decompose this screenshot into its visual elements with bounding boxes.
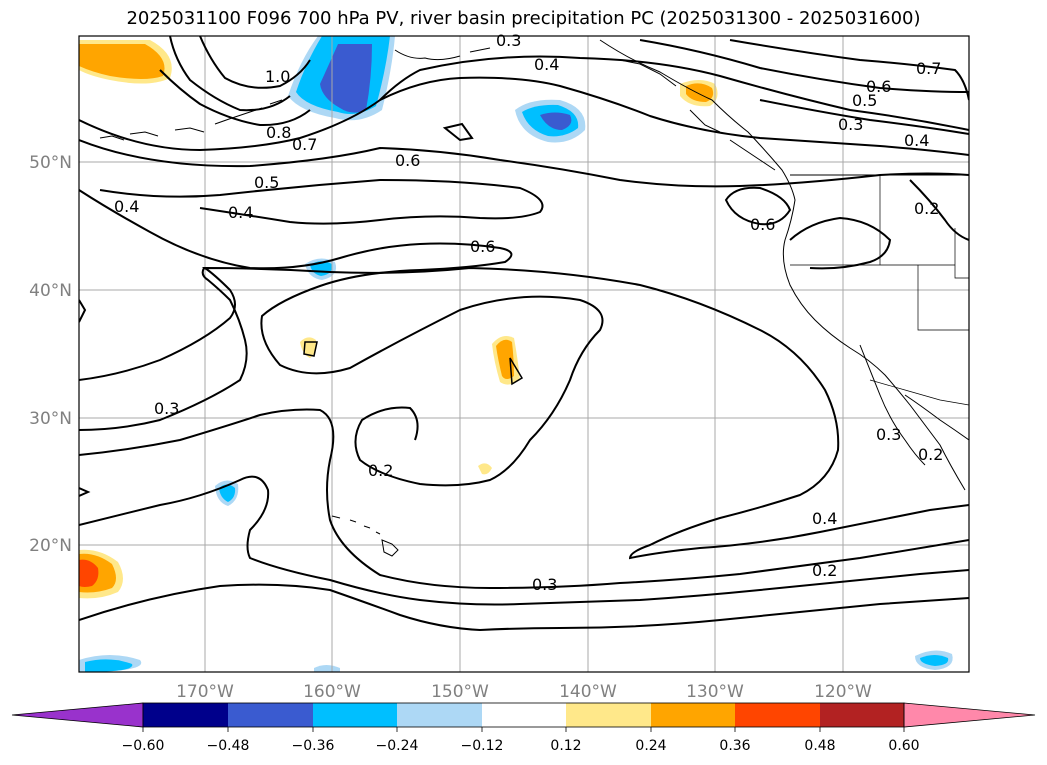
contour-2 (79, 139, 969, 188)
contour-3 (99, 178, 544, 225)
lat-label-20n: 20°N (29, 536, 72, 556)
contour-9 (79, 583, 969, 632)
lon-labels: 170°W 160°W 150°W 140°W 130°W 120°W (176, 682, 872, 702)
colorbar-tick-label: −0.24 (376, 738, 419, 754)
coast-north-america (599, 39, 966, 491)
lon-label-120w: 120°W (814, 682, 872, 702)
colorbar-tick-label: −0.12 (461, 738, 504, 754)
contour-label: 0.6 (750, 215, 775, 234)
contour-label-group: 0.3 0.4 1.0 0.8 0.7 0.6 0.5 0.4 0.4 0.6 … (114, 31, 943, 594)
contour-label: 0.4 (228, 203, 253, 222)
lon-label-160w: 160°W (303, 682, 361, 702)
colorbar-segment (397, 703, 482, 727)
contour-4 (79, 189, 604, 487)
contour-1 (79, 55, 969, 152)
contour-label: 0.7 (916, 59, 941, 78)
lat-label-40n: 40°N (29, 281, 72, 301)
contour-label: 0.4 (812, 509, 837, 528)
contour-label: 0.3 (532, 575, 557, 594)
colorbar-tick-label: 0.12 (550, 738, 581, 754)
lon-label-140w: 140°W (559, 682, 617, 702)
colorbar: −0.60 −0.48 −0.36 −0.24 −0.12 0.12 0.24 … (11, 702, 1036, 754)
contour-label: 0.3 (838, 115, 863, 134)
precip-shading (79, 36, 953, 672)
contour-label: 0.2 (812, 561, 837, 580)
contour-label: 0.3 (876, 425, 901, 444)
colorbar-tick-label: 0.36 (719, 738, 750, 754)
colorbar-tick-label: −0.48 (207, 738, 250, 754)
contour-label: 1.0 (265, 67, 290, 86)
map-title: 2025031100 F096 700 hPa PV, river basin … (126, 8, 921, 29)
lat-label-30n: 30°N (29, 409, 72, 429)
contour-label: 0.2 (368, 461, 393, 480)
colorbar-tick-label: 0.60 (888, 738, 919, 754)
lon-label-170w: 170°W (176, 682, 234, 702)
lon-label-130w: 130°W (686, 682, 744, 702)
colorbar-tick-label: −0.36 (292, 738, 335, 754)
contour-label: 0.7 (292, 135, 317, 154)
island-hawaii (381, 539, 399, 557)
colorbar-segment (482, 703, 566, 727)
border-states (790, 175, 969, 331)
colorbar-segment (566, 703, 651, 727)
colorbar-tick-label: 0.48 (804, 738, 835, 754)
contour-label: 0.3 (496, 31, 521, 50)
contour-closed-2 (724, 186, 792, 226)
contour-label: 0.2 (914, 199, 939, 218)
lon-label-150w: 150°W (431, 682, 489, 702)
contour-label: 0.3 (154, 399, 179, 418)
colorbar-segment (313, 703, 397, 727)
colorbar-extend-low (11, 702, 144, 728)
contour-label: 0.6 (470, 237, 495, 256)
contour-label: 0.2 (918, 445, 943, 464)
contour-label: 0.4 (114, 197, 139, 216)
colorbar-extend-high (903, 702, 1036, 728)
lat-labels: 50°N 40°N 30°N 20°N (29, 153, 72, 556)
contour-label: 0.8 (266, 123, 291, 142)
contour-6 (79, 267, 248, 431)
map-frame (78, 35, 970, 673)
contour-label: 0.5 (254, 173, 279, 192)
colorbar-tick-label: 0.24 (635, 738, 666, 754)
colorbar-segment (228, 703, 313, 727)
colorbar-segment (143, 703, 228, 727)
contour-label: 0.4 (904, 131, 929, 150)
contour-label: 0.5 (852, 91, 877, 110)
contour-closed-1 (442, 122, 474, 142)
colorbar-tick-label: −0.60 (122, 738, 165, 754)
graticule (79, 36, 969, 672)
contour-label: 0.6 (395, 151, 420, 170)
contour-label: 0.4 (534, 55, 559, 74)
contour-label: 0.6 (866, 77, 891, 96)
coastlines (99, 39, 969, 557)
colorbar-segment (735, 703, 820, 727)
colorbar-segment (651, 703, 735, 727)
lat-label-50n: 50°N (29, 153, 72, 173)
border-us-mexico (869, 379, 969, 406)
colorbar-outline (142, 702, 905, 728)
contour-7 (79, 408, 969, 590)
colorbar-segment (820, 703, 904, 727)
pv-contours (79, 36, 969, 632)
contour-5 (79, 266, 969, 560)
contour-8 (79, 475, 969, 606)
